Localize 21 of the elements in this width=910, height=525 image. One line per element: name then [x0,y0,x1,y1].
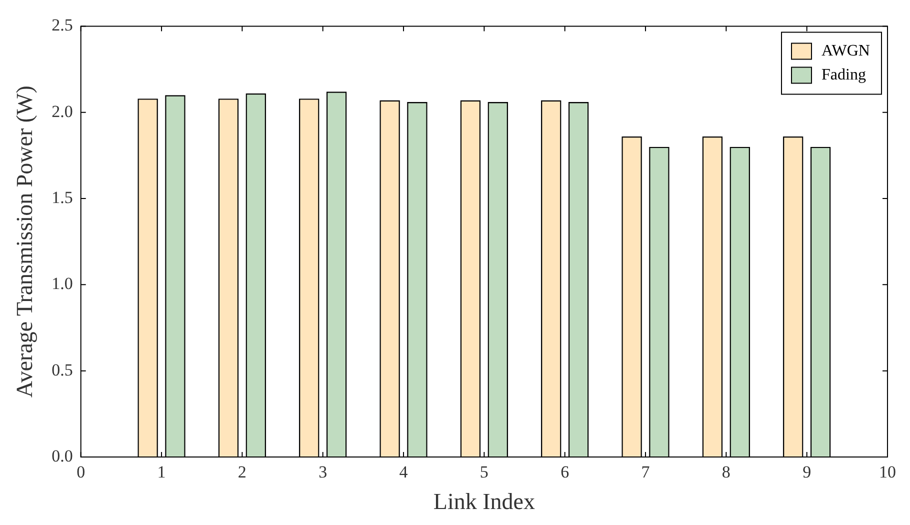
x-tick-label: 0 [76,462,86,482]
y-tick-label: 1.0 [52,274,73,294]
y-tick-label: 0.5 [52,360,73,380]
y-tick-label: 0.0 [52,446,73,466]
x-tick-label: 9 [802,462,812,482]
x-tick-label: 6 [560,462,570,482]
x-tick-label: 7 [641,462,650,482]
x-axis-title: Link Index [433,489,536,514]
y-tick-label: 2.0 [52,102,73,121]
x-tick-label: 10 [879,462,896,482]
legend-label: AWGN [822,42,870,60]
x-tick-label: 8 [722,462,730,482]
y-tick-label: 1.5 [52,188,73,207]
y-tick-label: 2.5 [52,16,73,35]
x-tick-label: 4 [399,462,408,482]
x-tick-label: 1 [157,462,166,482]
y-axis-title: Average Transmission Power (W) [12,86,37,398]
x-tick-label: 5 [480,462,488,482]
legend-label: Fading [822,66,866,84]
x-tick-label: 2 [238,462,246,482]
x-tick-label: 3 [318,462,328,482]
